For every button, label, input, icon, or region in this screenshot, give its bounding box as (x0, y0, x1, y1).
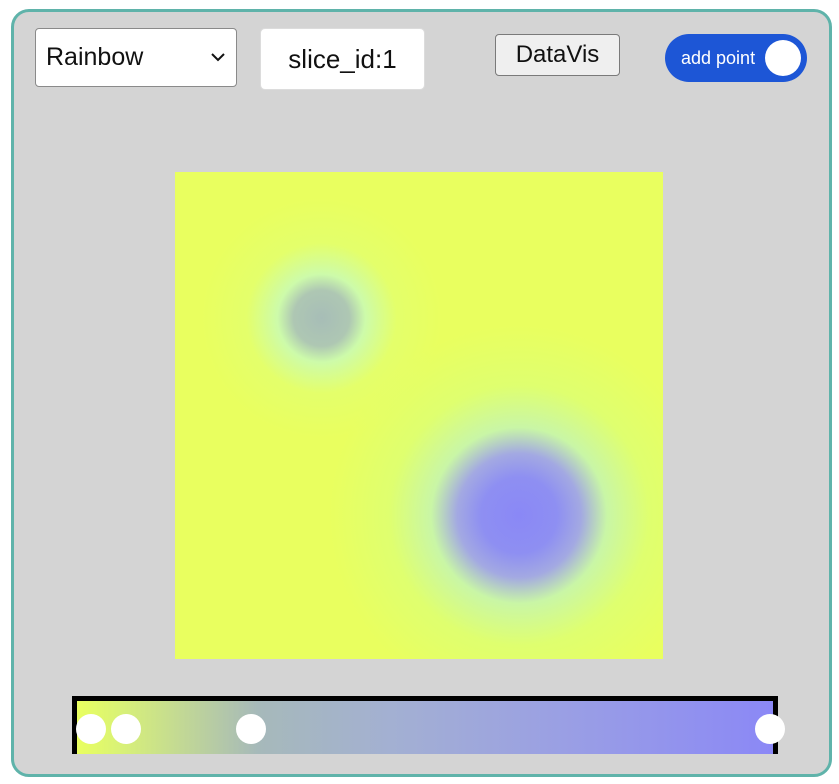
colormap-control-point[interactable] (754, 714, 785, 744)
slice-id-value: 1 (382, 43, 397, 74)
colormap-bar[interactable] (72, 696, 778, 754)
slice-id-label: slice_id: (288, 43, 383, 74)
add-point-label: add point (681, 48, 756, 68)
colormap-select[interactable]: Rainbow (35, 28, 237, 87)
colormap-control-point[interactable] (236, 714, 266, 744)
colormap-control-point[interactable] (110, 714, 141, 744)
datavis-button[interactable]: DataVis (495, 34, 620, 76)
heatmap-slice-view[interactable] (175, 172, 663, 659)
slice-id-display: slice_id: 1 (260, 28, 425, 90)
colormap-control-point[interactable] (75, 714, 106, 744)
colormap-select-value: Rainbow (46, 43, 144, 71)
chevron-down-icon (211, 53, 225, 62)
toggle-knob[interactable] (765, 40, 801, 76)
add-point-toggle[interactable]: add point (665, 34, 807, 82)
